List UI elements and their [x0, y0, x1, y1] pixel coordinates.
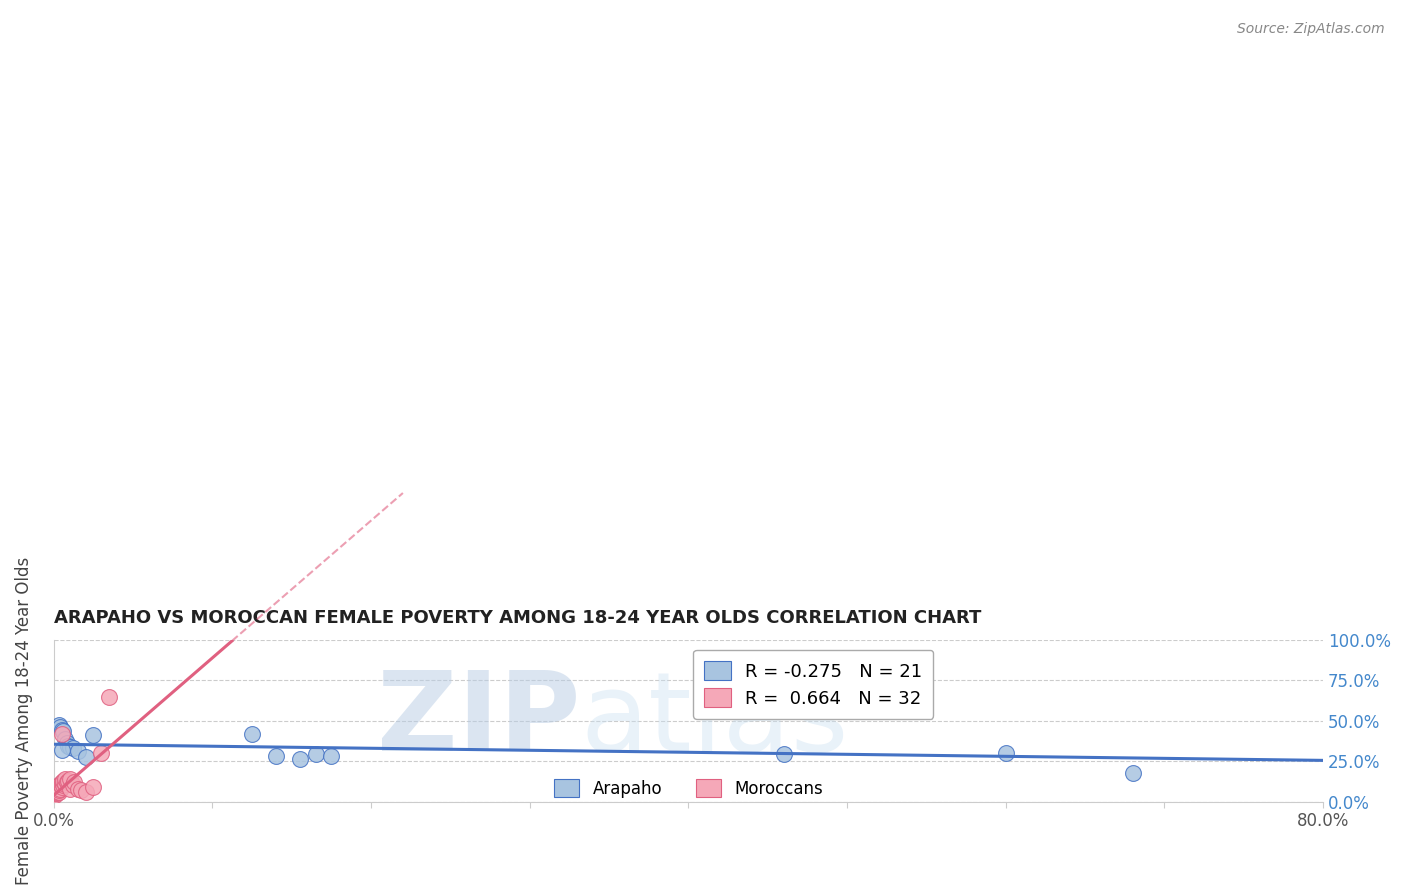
Point [772, 747, 794, 761]
Point [46, 780, 69, 794]
Point [62, 779, 84, 793]
Point [55, 775, 77, 789]
Point [48, 779, 70, 793]
Point [288, 752, 311, 766]
Point [48, 718, 70, 732]
Point [44, 783, 66, 797]
Point [98, 690, 121, 704]
Point [66, 744, 89, 758]
Point [59, 740, 82, 755]
Point [304, 747, 326, 761]
Point [264, 749, 287, 764]
Point [75, 785, 97, 799]
Point [240, 727, 263, 741]
Point [55, 736, 77, 750]
Point [69, 783, 91, 797]
Point [53, 732, 76, 747]
Point [75, 750, 97, 764]
Point [44, 788, 66, 802]
Point [52, 779, 75, 793]
Point [53, 777, 76, 791]
Text: Source: ZipAtlas.com: Source: ZipAtlas.com [1237, 22, 1385, 37]
Point [62, 741, 84, 756]
Point [48, 785, 70, 799]
Point [49, 781, 72, 796]
Text: ARAPAHO VS MOROCCAN FEMALE POVERTY AMONG 18-24 YEAR OLDS CORRELATION CHART: ARAPAHO VS MOROCCAN FEMALE POVERTY AMONG… [53, 609, 981, 627]
Point [52, 773, 75, 788]
Point [90, 746, 112, 760]
Y-axis label: Female Poverty Among 18-24 Year Olds: Female Poverty Among 18-24 Year Olds [15, 557, 32, 885]
Point [56, 739, 79, 753]
Point [51, 780, 73, 794]
Point [321, 748, 343, 763]
Point [48, 783, 70, 797]
Point [52, 724, 75, 739]
Point [83, 780, 105, 794]
Point [994, 746, 1017, 760]
Point [44, 785, 66, 799]
Point [53, 772, 76, 786]
Point [56, 773, 79, 788]
Point [1122, 766, 1144, 780]
Text: ZIP: ZIP [377, 667, 581, 774]
Point [51, 727, 73, 741]
Point [49, 720, 72, 734]
Point [83, 727, 105, 741]
Point [63, 775, 86, 789]
Point [51, 775, 73, 789]
Point [59, 781, 82, 796]
Point [46, 787, 69, 801]
Legend: Arapaho, Moroccans: Arapaho, Moroccans [547, 772, 830, 805]
Point [66, 781, 89, 796]
Point [44, 787, 66, 801]
Point [46, 781, 69, 796]
Point [59, 772, 82, 786]
Point [51, 723, 73, 738]
Point [51, 743, 73, 757]
Point [46, 785, 69, 799]
Point [49, 777, 72, 791]
Text: atlas: atlas [581, 667, 849, 774]
